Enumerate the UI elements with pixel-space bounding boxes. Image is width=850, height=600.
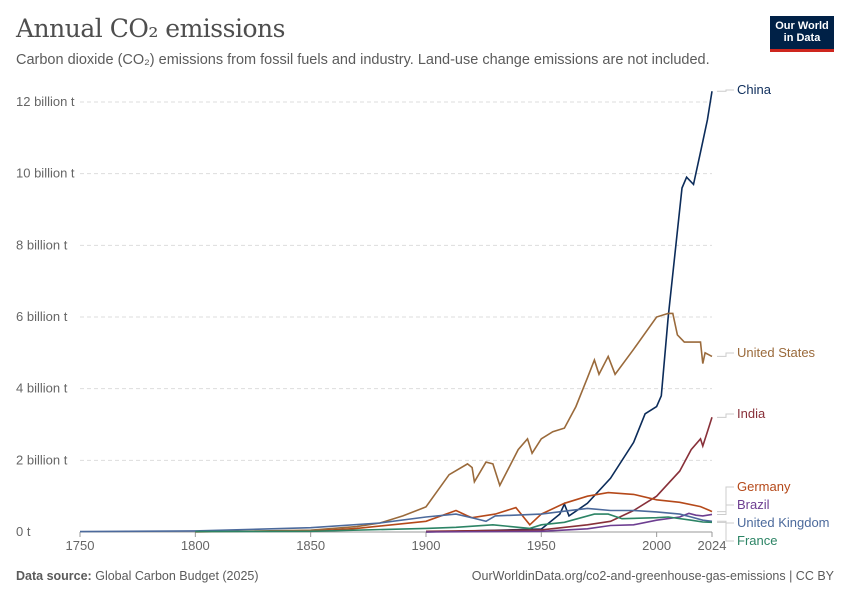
label-connector (717, 486, 734, 513)
series-line-united-states (195, 312, 713, 533)
chart-subtitle: Carbon dioxide (CO₂) emissions from foss… (16, 52, 710, 68)
series-line-united-kingdom (79, 507, 713, 533)
owid-logo[interactable]: Our World in Data (770, 16, 834, 52)
y-tick-label: 8 billion t (16, 237, 68, 252)
source-name[interactable]: Global Carbon Budget (2025) (95, 569, 259, 583)
series-label: Brazil (737, 497, 770, 512)
series-label: United States (737, 345, 816, 360)
series-label: France (737, 533, 777, 548)
data-source: Data source: Global Carbon Budget (2025) (16, 569, 259, 583)
source-label: Data source: (16, 569, 92, 583)
label-connector (717, 413, 734, 418)
label-connector (717, 89, 734, 92)
y-tick-label: 10 billion t (16, 166, 75, 181)
series-line-china (425, 91, 713, 533)
series-label: United Kingdom (737, 515, 830, 530)
y-tick-label: 4 billion t (16, 381, 68, 396)
y-tick-label: 12 billion t (16, 94, 75, 109)
series-line-france (195, 513, 713, 533)
series-label: Germany (737, 479, 791, 494)
x-tick-label: 2024 (698, 538, 727, 553)
series-line-india (425, 417, 713, 533)
x-tick-label: 1900 (412, 538, 441, 553)
y-tick-label: 6 billion t (16, 309, 68, 324)
source-url[interactable]: OurWorldinData.org/co2-and-greenhouse-ga… (471, 569, 834, 583)
x-tick-label: 1850 (296, 538, 325, 553)
y-tick-label: 0 t (16, 524, 31, 539)
y-tick-label: 2 billion t (16, 452, 68, 467)
label-connector (717, 352, 734, 357)
x-tick-label: 1750 (66, 538, 95, 553)
label-connector (717, 504, 734, 515)
x-tick-label: 1950 (527, 538, 556, 553)
series-line-brazil (425, 512, 713, 533)
chart-title: Annual CO₂ emissions (16, 14, 285, 43)
label-connector (717, 521, 734, 542)
series-label: China (737, 82, 772, 97)
series-label: India (737, 406, 766, 421)
x-tick-label: 2000 (642, 538, 671, 553)
x-tick-label: 1800 (181, 538, 210, 553)
